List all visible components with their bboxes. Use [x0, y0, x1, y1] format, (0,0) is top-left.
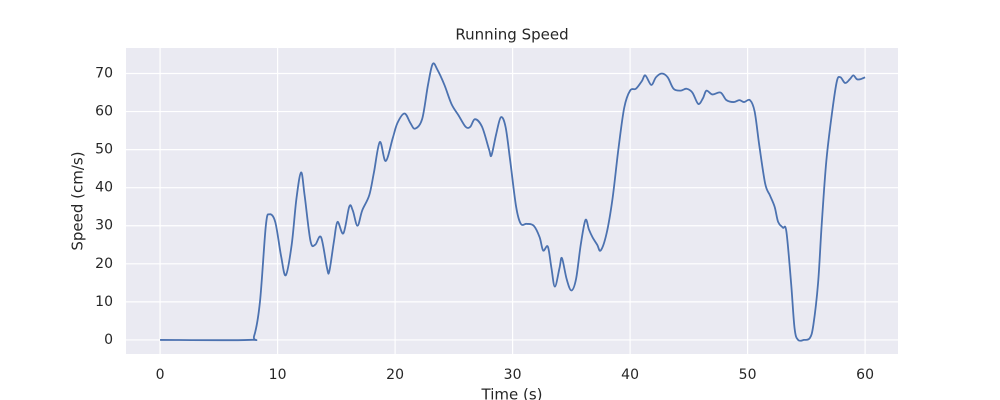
y-axis-label: Speed (cm/s) [69, 151, 87, 250]
speed-line [160, 62, 866, 342]
y-tick-label: 60 [95, 104, 113, 120]
y-tick-label: 70 [95, 66, 113, 82]
x-tick-label: 30 [504, 367, 522, 383]
x-tick-label: 10 [269, 367, 287, 383]
y-tick-label: 40 [95, 180, 113, 196]
y-tick-label: 50 [95, 142, 113, 158]
y-tick-label: 20 [95, 256, 113, 272]
x-tick-label: 20 [386, 367, 404, 383]
y-tick-label: 10 [95, 294, 113, 310]
x-tick-label: 50 [739, 367, 757, 383]
x-tick-label: 0 [156, 367, 165, 383]
x-axis-label: Time (s) [481, 386, 543, 400]
x-tick-label: 40 [621, 367, 639, 383]
x-tick-label: 60 [856, 367, 874, 383]
y-tick-label: 30 [95, 218, 113, 234]
y-tick-label: 0 [104, 332, 113, 348]
chart-title: Running Speed [455, 26, 568, 44]
